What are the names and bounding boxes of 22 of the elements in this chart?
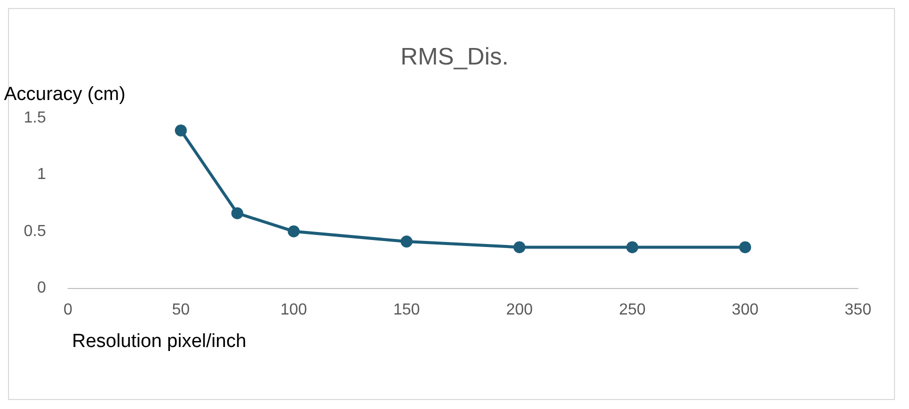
x-tick-label: 0 bbox=[64, 302, 73, 318]
y-tick-label: 1 bbox=[37, 166, 46, 184]
y-axis-title: Accuracy (cm) bbox=[4, 84, 126, 105]
point bbox=[626, 241, 638, 254]
point bbox=[288, 225, 300, 238]
y-tick-label: 0 bbox=[37, 280, 46, 296]
point bbox=[400, 236, 413, 248]
chart-title: RMS_Dis. bbox=[400, 44, 509, 70]
point bbox=[174, 124, 187, 136]
x-tick-label: 50 bbox=[172, 302, 190, 318]
x-axis-title: Resolution pixel/inch bbox=[72, 331, 246, 352]
point bbox=[231, 207, 244, 220]
x-tick-label: 350 bbox=[844, 302, 872, 318]
x-tick-label: 100 bbox=[280, 302, 308, 318]
y-tick-label: 0.5 bbox=[24, 222, 46, 240]
point bbox=[513, 241, 526, 254]
x-tick-label: 150 bbox=[393, 302, 420, 318]
point bbox=[739, 241, 752, 254]
x-tick-label: 200 bbox=[506, 302, 533, 318]
y-tick-label: 1.5 bbox=[24, 110, 46, 126]
x-tick-label: 250 bbox=[618, 302, 646, 318]
x-tick-label: 300 bbox=[732, 302, 759, 318]
